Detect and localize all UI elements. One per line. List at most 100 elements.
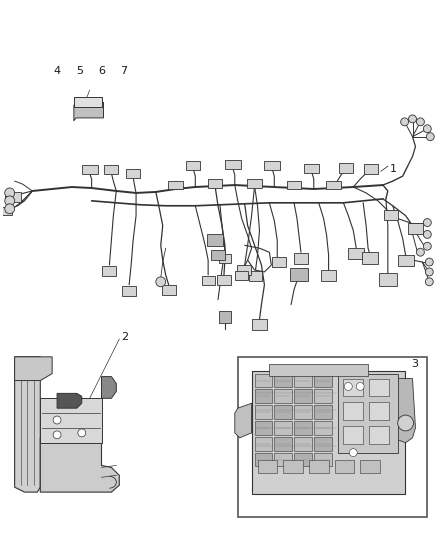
Polygon shape [393,378,416,443]
Bar [102,266,117,276]
Bar [314,405,332,419]
Bar [343,402,363,420]
Bar [126,169,140,177]
Text: 6: 6 [98,66,105,76]
Bar [122,286,136,296]
Circle shape [5,188,14,198]
Bar [251,370,405,494]
Circle shape [425,268,433,276]
Bar [304,164,319,173]
Circle shape [417,118,424,126]
Bar [398,255,413,265]
Bar [225,160,241,169]
Polygon shape [102,377,117,398]
Bar [286,181,301,190]
Circle shape [53,416,61,424]
Bar [235,271,248,280]
Bar [314,437,332,450]
Bar [207,235,223,246]
Bar [237,265,251,275]
Bar [5,192,21,202]
Circle shape [425,258,433,266]
Circle shape [53,431,61,439]
Bar [269,364,368,376]
Bar [326,181,341,190]
Bar [254,374,272,387]
Text: 5: 5 [76,66,83,76]
Bar [274,437,292,450]
Bar [258,459,277,473]
Circle shape [356,383,364,390]
Bar [274,421,292,435]
Bar [408,223,424,234]
Polygon shape [57,393,82,408]
Circle shape [426,133,434,141]
Bar [274,390,292,403]
Bar [168,181,183,190]
Text: 7: 7 [120,66,127,76]
Bar [249,271,262,281]
Bar [162,285,176,295]
Bar [339,163,353,173]
Bar [0,207,12,215]
Bar [82,165,98,174]
Bar [290,269,308,281]
Bar [314,374,332,387]
Polygon shape [14,357,52,381]
Bar [274,453,292,466]
Bar [272,257,286,267]
Bar [314,453,332,466]
Bar [309,459,328,473]
Circle shape [424,243,431,250]
Bar [343,378,363,397]
Bar [219,254,231,263]
Bar [247,179,262,188]
Bar [339,374,398,453]
Bar [343,426,363,444]
Bar [321,270,336,281]
Bar [254,405,272,419]
Bar [362,252,378,264]
Bar [314,390,332,403]
Bar [379,273,397,286]
Bar [217,275,231,285]
Bar [254,437,272,450]
Bar [208,179,223,188]
Bar [274,374,292,387]
Bar [335,459,354,473]
Text: 1: 1 [390,164,397,174]
Polygon shape [235,403,251,438]
Polygon shape [40,398,102,443]
Bar [238,357,427,517]
Bar [369,402,389,420]
Bar [105,165,118,174]
Bar [254,390,272,403]
Polygon shape [14,357,40,492]
Circle shape [398,415,413,431]
Circle shape [425,278,433,286]
Text: 4: 4 [53,66,60,76]
Circle shape [5,196,14,206]
Polygon shape [74,102,103,121]
Circle shape [417,248,424,256]
Bar [265,161,280,169]
Circle shape [156,277,166,287]
Bar [74,97,102,107]
Circle shape [424,219,431,227]
Bar [254,453,272,466]
Bar [187,161,200,169]
Bar [369,426,389,444]
Circle shape [5,204,14,214]
Circle shape [409,115,417,123]
Bar [294,421,312,435]
Bar [252,319,267,330]
Bar [294,437,312,450]
Circle shape [424,230,431,238]
Circle shape [401,118,409,126]
Bar [274,405,292,419]
Bar [384,209,398,220]
Bar [293,253,308,263]
Bar [348,248,364,259]
Bar [294,405,312,419]
Bar [211,250,225,260]
